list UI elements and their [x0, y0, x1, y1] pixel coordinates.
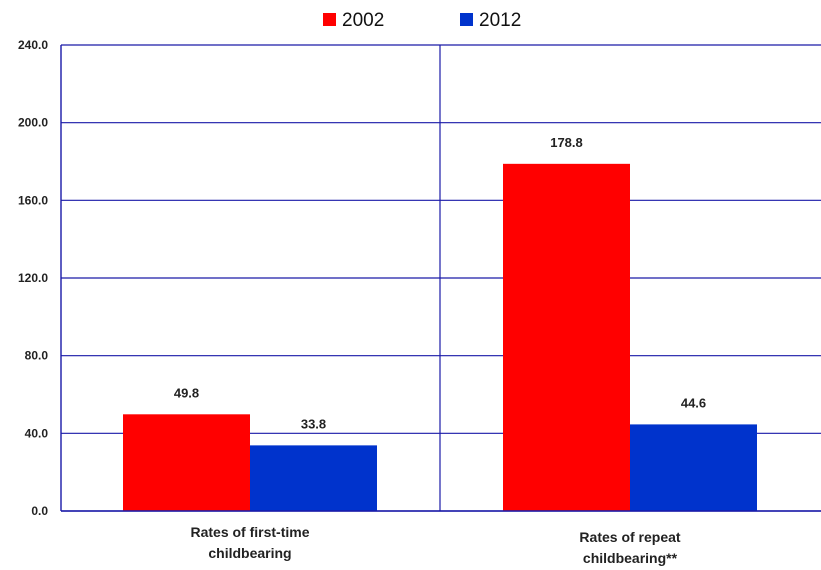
data-label: 33.8: [301, 416, 326, 431]
bar-2012-0: [250, 445, 377, 511]
x-category-label: childbearing: [208, 545, 291, 561]
axes: [60, 45, 821, 512]
y-tick-label: 40.0: [25, 426, 49, 440]
data-label: 49.8: [174, 385, 199, 400]
x-category-label: Rates of first-time: [190, 524, 309, 540]
y-tick-label: 120.0: [18, 271, 48, 285]
data-label: 178.8: [550, 135, 583, 150]
x-category-label: childbearing**: [583, 550, 678, 566]
y-tick-label: 200.0: [18, 116, 48, 130]
x-category-label: Rates of repeat: [579, 529, 680, 545]
legend-label-2012: 2012: [479, 10, 521, 31]
legend: 2002 2012: [323, 10, 521, 31]
legend-swatch-2002: [323, 13, 336, 26]
y-tick-label: 240.0: [18, 38, 48, 52]
data-label: 44.6: [681, 395, 706, 410]
bar-2002-1: [503, 163, 630, 511]
y-tick-label: 80.0: [25, 349, 49, 363]
legend-swatch-2012: [460, 13, 473, 26]
bars: [123, 163, 757, 511]
bar-2012-1: [630, 424, 757, 511]
legend-label-2002: 2002: [342, 10, 384, 31]
labels: 0.0 40.0 80.0 120.0 160.0 200.0 240.0 49.8 33.8 R…: [18, 38, 706, 566]
y-tick-label: 0.0: [31, 504, 48, 518]
y-tick-label: 160.0: [18, 193, 48, 207]
bar-2002-0: [123, 414, 250, 511]
